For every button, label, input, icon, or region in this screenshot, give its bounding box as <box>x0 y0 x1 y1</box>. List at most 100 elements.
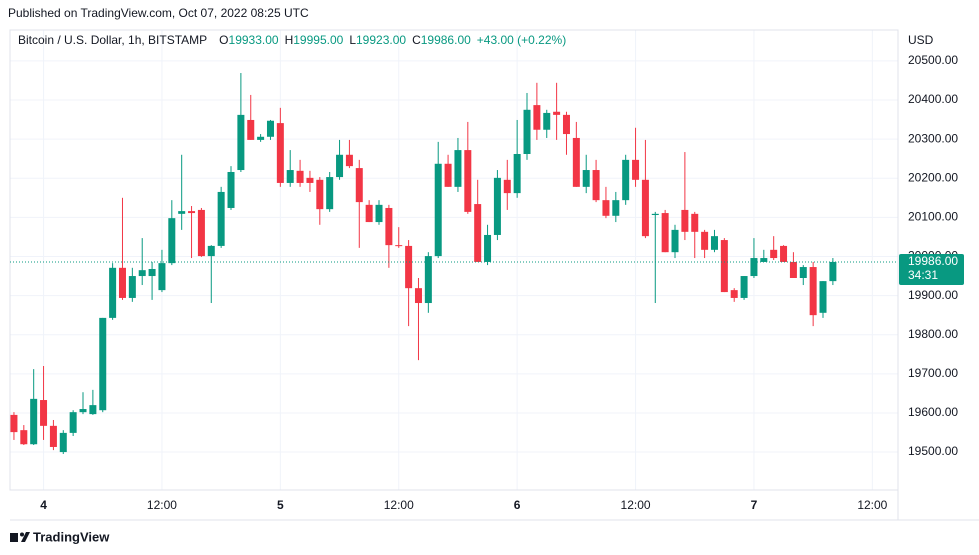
candle-body <box>49 425 57 447</box>
candle-body <box>365 204 373 223</box>
x-tick-label: 12:00 <box>384 498 414 512</box>
candle-body <box>247 119 255 140</box>
candle-body <box>474 204 482 262</box>
y-tick-label: 20300.00 <box>908 131 958 145</box>
candle-body <box>326 177 334 210</box>
candle-body <box>622 159 630 201</box>
candle-body <box>207 245 215 257</box>
candle-body <box>671 229 679 253</box>
candle-body <box>553 111 561 115</box>
candle-body <box>30 398 38 445</box>
candle-body <box>286 170 294 183</box>
y-tick-label: 19800.00 <box>908 327 958 341</box>
candle-body <box>809 267 817 316</box>
candle-body <box>444 163 452 187</box>
candle-body <box>701 231 709 250</box>
candle-body <box>750 258 758 277</box>
legend-key: C <box>412 33 421 47</box>
candle-body <box>819 281 827 313</box>
candle-body <box>513 153 521 194</box>
candle-body <box>257 136 265 140</box>
candle-body <box>493 177 501 235</box>
candle-body <box>434 163 442 257</box>
candle-body <box>10 414 18 433</box>
candle-body <box>138 270 146 277</box>
candle-body <box>178 211 186 214</box>
candle-body <box>691 213 699 232</box>
candle-body <box>385 207 393 246</box>
legend-value: +43.00 (+0.22%) <box>477 33 566 47</box>
y-tick-label: 19700.00 <box>908 366 958 380</box>
y-tick-label: 19900.00 <box>908 288 958 302</box>
candle-body <box>632 159 640 180</box>
candle-body <box>592 170 600 201</box>
last-price-badge <box>899 253 964 285</box>
countdown-label: 34:31 <box>908 268 938 282</box>
candle-body <box>661 213 669 253</box>
candle-body <box>612 200 620 216</box>
legend-value: 19986.00 <box>421 33 471 47</box>
candle-body <box>336 154 344 178</box>
candle-body <box>720 240 728 293</box>
candle-body <box>306 177 314 183</box>
legend-key: L <box>349 33 356 47</box>
candle-body <box>197 209 205 257</box>
candle-body <box>799 267 807 278</box>
candle-body <box>651 213 659 216</box>
x-tick-label: 12:00 <box>857 498 887 512</box>
candle-body <box>188 211 196 214</box>
candle-body <box>395 245 403 247</box>
candle-body <box>296 170 304 183</box>
candle-body <box>109 267 117 318</box>
candle-body <box>543 112 551 130</box>
candle-body <box>59 432 67 453</box>
chart-title: Bitcoin / U.S. Dollar, 1h, BITSTAMP <box>18 33 207 47</box>
candle-body <box>414 288 422 304</box>
candle-body <box>562 114 570 135</box>
tradingview-logo <box>10 532 30 542</box>
x-tick-label: 6 <box>514 498 521 512</box>
legend-value: 19923.00 <box>356 33 406 47</box>
candle-body <box>681 209 689 232</box>
candle-body <box>168 218 176 264</box>
candle-body <box>266 120 274 137</box>
candle-body <box>40 400 48 426</box>
candle-body <box>740 276 748 298</box>
y-tick-label: 19600.00 <box>908 405 958 419</box>
candle-body <box>770 249 778 259</box>
currency-label: USD <box>908 33 934 47</box>
y-tick-label: 19500.00 <box>908 444 958 458</box>
y-tick-label: 20200.00 <box>908 170 958 184</box>
candle-body <box>730 290 738 298</box>
candle-body <box>128 276 136 298</box>
candle-body <box>20 430 28 445</box>
x-tick-label: 4 <box>40 498 47 512</box>
candle-body <box>503 179 511 194</box>
candle-body <box>89 405 97 415</box>
x-tick-label: 12:00 <box>621 498 651 512</box>
candle-body <box>641 179 649 237</box>
candle-body <box>316 179 324 210</box>
legend-value: 19995.00 <box>293 33 343 47</box>
candle-body <box>780 245 788 262</box>
candle-body <box>789 261 797 278</box>
candle-body <box>405 245 413 289</box>
candle-body <box>454 150 462 187</box>
candle-body <box>572 137 580 187</box>
candle-body <box>829 261 837 282</box>
candle-body <box>375 204 383 223</box>
y-tick-label: 20500.00 <box>908 53 958 67</box>
candle-body <box>710 236 718 250</box>
candle-body <box>523 109 531 154</box>
candle-body <box>464 150 472 212</box>
candle-body <box>276 123 284 183</box>
published-note: Published on TradingView.com, Oct 07, 20… <box>8 6 309 20</box>
last-price-label: 19986.00 <box>908 254 958 268</box>
candle-body <box>237 114 245 171</box>
legend-value: 19933.00 <box>229 33 279 47</box>
y-tick-label: 20400.00 <box>908 92 958 106</box>
x-tick-label: 5 <box>277 498 284 512</box>
candle-body <box>424 256 432 304</box>
candle-body <box>533 105 541 130</box>
candle-body <box>148 268 156 277</box>
